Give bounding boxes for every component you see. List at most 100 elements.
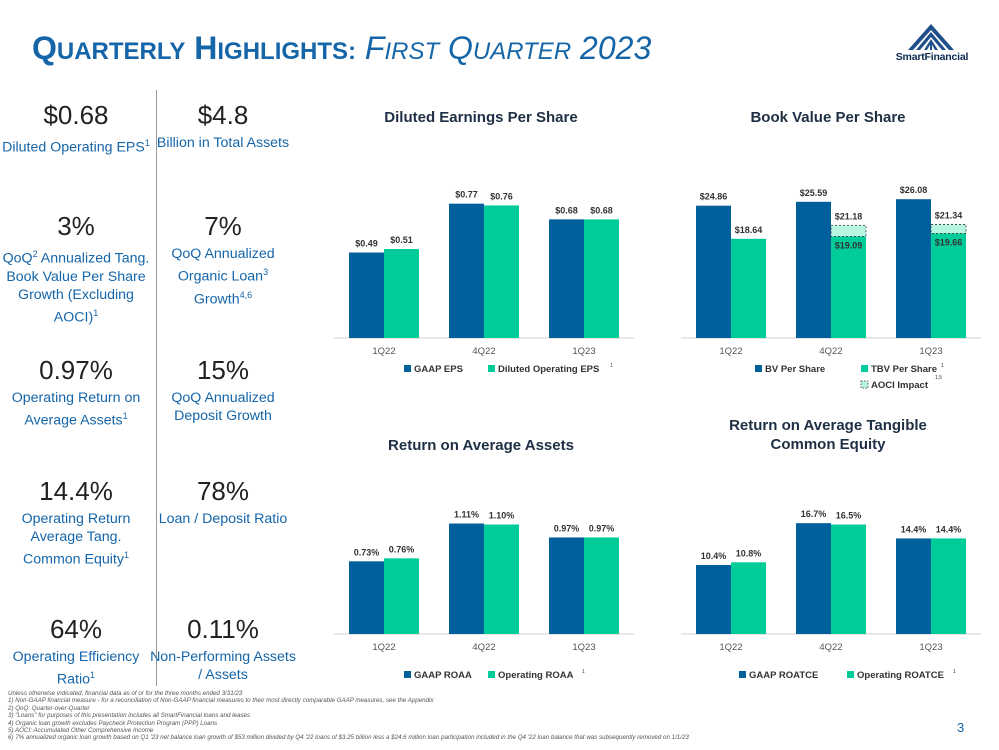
chart-title: Return on Average Assets [388, 437, 574, 454]
data-label: $0.68 [590, 205, 613, 215]
footnote: 4) Organic loan growth excludes Paycheck… [8, 719, 218, 727]
x-tick-label: 1Q22 [719, 642, 742, 653]
legend-swatch [861, 365, 868, 372]
legend-footnote-mark: 1 [582, 669, 585, 675]
data-label: 1.11% [454, 510, 479, 520]
data-label: 0.97% [554, 523, 580, 533]
x-tick-label: 1Q23 [919, 642, 942, 653]
bar-eps-diluted-operating-eps-1Q23 [584, 219, 619, 338]
data-label: $18.64 [735, 225, 763, 235]
bar-eps-gaap-eps-4Q22 [449, 203, 484, 338]
legend-label: BV Per Share [765, 364, 825, 375]
footnote: Unless otherwise indicated, financial da… [8, 690, 243, 697]
data-label: $0.51 [390, 235, 413, 245]
bar-bv-tbv-per-share-1Q23 [931, 233, 966, 338]
bar-roatce-gaap-roatce-1Q23 [896, 538, 931, 634]
chart-roaa: Return on Average Assets 0.73% 0.76% 1Q22 1… [326, 414, 636, 694]
stat-deposit-growth: 15% QoQ Annualized Deposit Growth [171, 355, 275, 424]
legend-label: GAAP EPS [414, 364, 463, 375]
bar-roaa-operating-roaa-1Q22 [384, 558, 419, 634]
legend-label: GAAP ROATCE [749, 670, 818, 681]
legend-swatch [488, 671, 495, 678]
data-label: 10.4% [701, 551, 727, 561]
bar-roatce-gaap-roatce-4Q22 [796, 523, 831, 634]
stat-operating-roaa: 0.97% Operating Return on Average Assets… [11, 355, 141, 429]
bar-eps-diluted-operating-eps-4Q22 [484, 205, 519, 338]
legend-footnote-mark: 1 [941, 363, 944, 369]
chart-title: Return on Average Tangible Common Equity [729, 417, 927, 453]
page-title: QUARTERLY HIGHLIGHTS: FIRST QUARTER 2023 [32, 30, 652, 66]
chart-book-value: Book Value Per Share $24.86 $18.64 1Q22 $25… [673, 104, 983, 394]
data-label: $21.18 [835, 211, 863, 221]
stat-npa-ratio: 0.11% Non-Performing Assets / Assets [150, 614, 296, 683]
data-label: $25.59 [800, 188, 828, 198]
data-label: 14.4% [901, 524, 927, 534]
chart-title: Diluted Earnings Per Share [384, 109, 578, 126]
bar-aoci-impact-1Q23 [930, 224, 967, 234]
data-label: 16.5% [836, 510, 862, 520]
legend-label: Operating ROAA [498, 670, 574, 681]
data-label: $0.76 [490, 191, 513, 201]
bar-roaa-operating-roaa-4Q22 [484, 524, 519, 634]
bar-roatce-gaap-roatce-1Q22 [696, 564, 731, 634]
chart-title: Book Value Per Share [750, 109, 906, 126]
footnote: 5) AOCI: Accumulated Other Comprehensive… [8, 727, 154, 735]
data-label: 14.4% [936, 524, 962, 534]
x-tick-label: 4Q22 [472, 346, 495, 357]
data-label: $0.68 [555, 205, 578, 215]
data-label: 1.10% [489, 510, 515, 520]
data-label: 0.76% [389, 544, 415, 554]
chart-roatce: Return on Average Tangible Common Equity… [673, 414, 983, 694]
x-tick-label: 4Q22 [819, 642, 842, 653]
bar-bv-bv-per-share-1Q22 [696, 205, 731, 338]
bar-aoci-impact-4Q22 [830, 224, 867, 237]
stat-efficiency-ratio: 64% Operating Efficiency Ratio1 [12, 614, 140, 688]
data-label: $19.66 [935, 237, 963, 247]
bar-eps-gaap-eps-1Q22 [349, 252, 384, 338]
data-label: $0.77 [455, 190, 478, 200]
data-label: 0.73% [354, 547, 380, 557]
bar-roatce-operating-roatce-4Q22 [831, 524, 866, 634]
data-label: $24.86 [700, 192, 728, 202]
x-tick-label: 1Q23 [572, 642, 595, 653]
data-label: 0.97% [589, 523, 615, 533]
chart-eps: Diluted Earnings Per Share $0.49 $0.51 1Q2… [326, 104, 636, 394]
legend-swatch [488, 365, 495, 372]
data-label: $21.34 [935, 210, 963, 220]
legend-footnote-mark: 1,5 [935, 375, 942, 381]
legend-label: TBV Per Share [871, 364, 937, 375]
data-label: 10.8% [736, 548, 762, 558]
legend-label: Operating ROATCE [857, 670, 944, 681]
x-tick-label: 1Q22 [372, 346, 395, 357]
legend-swatch-aoci [860, 380, 869, 389]
legend-label: GAAP ROAA [414, 670, 472, 681]
legend-footnote-mark: 1 [953, 669, 956, 675]
stat-organic-loan-growth: 7% QoQ Annualized Organic Loan3 Growth4,… [171, 211, 275, 308]
bar-eps-gaap-eps-1Q23 [549, 219, 584, 338]
bar-roaa-gaap-roaa-4Q22 [449, 523, 484, 634]
bar-roaa-operating-roaa-1Q23 [584, 537, 619, 634]
legend-swatch [739, 671, 746, 678]
bar-bv-bv-per-share-4Q22 [796, 201, 831, 338]
x-tick-label: 4Q22 [819, 346, 842, 357]
stat-operating-roatce: 14.4% Operating Return Average Tang. Com… [21, 476, 131, 568]
x-tick-label: 1Q23 [919, 346, 942, 357]
x-tick-label: 1Q22 [372, 642, 395, 653]
page-number: 3 [957, 720, 965, 735]
x-tick-label: 1Q22 [719, 346, 742, 357]
footnote: 2) QoQ: Quarter-over-Quarter [8, 704, 90, 712]
legend-swatch [404, 671, 411, 678]
footnote: 1) Non-GAAP financial measure - for a re… [8, 697, 434, 705]
data-label: $19.09 [835, 240, 863, 250]
bar-bv-tbv-per-share-4Q22 [831, 236, 866, 338]
bar-roatce-operating-roatce-1Q23 [931, 538, 966, 634]
x-tick-label: 4Q22 [472, 642, 495, 653]
bar-roaa-gaap-roaa-1Q23 [549, 537, 584, 634]
footnote: 3) "Loans" for purposes of this presenta… [8, 712, 251, 720]
footnotes: Unless otherwise indicated, financial da… [8, 690, 689, 742]
data-label: 16.7% [801, 509, 827, 519]
stat-tbv-growth: 3% QoQ2 Annualized Tang. Book Value Per … [2, 211, 150, 326]
data-label: $0.49 [355, 239, 378, 249]
legend-label: AOCI Impact [871, 380, 929, 391]
stat-loan-deposit-ratio: 78% Loan / Deposit Ratio [158, 476, 288, 527]
